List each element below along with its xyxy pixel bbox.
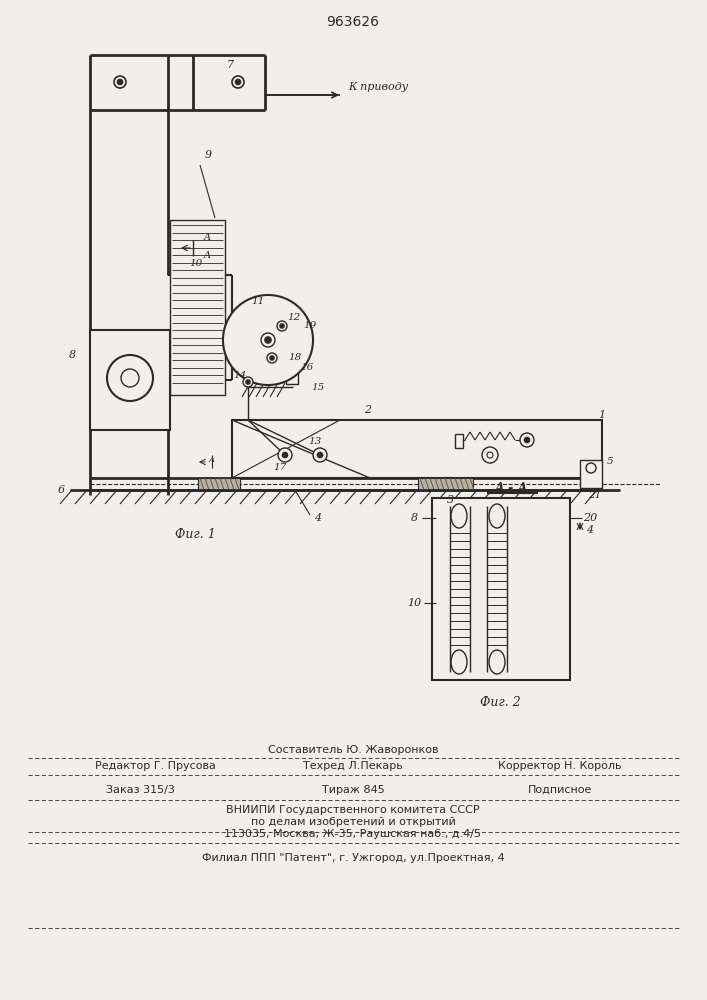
Text: Корректор Н. Король: Корректор Н. Король [498,761,621,771]
Circle shape [246,380,250,384]
Text: 1: 1 [598,410,606,420]
Circle shape [278,448,292,462]
Text: 8: 8 [69,350,76,360]
Text: A: A [204,250,211,259]
Bar [170,220,225,395]
Circle shape [235,80,240,85]
Text: 6: 6 [58,485,65,495]
Text: Редактор Г. Прусова: Редактор Г. Прусова [95,761,216,771]
Circle shape [525,438,530,442]
Text: A: A [204,233,211,242]
Circle shape [270,356,274,360]
Text: 11: 11 [252,298,264,306]
Circle shape [283,452,288,458]
Text: 12: 12 [287,314,300,322]
Text: Заказ 315/3: Заказ 315/3 [105,785,175,795]
Text: К приводу: К приводу [348,82,408,92]
Text: Составитель Ю. Жаворонков: Составитель Ю. Жаворонков [268,745,438,755]
Text: 8: 8 [411,513,418,523]
Circle shape [107,355,153,401]
Text: 20: 20 [583,513,597,523]
Bar [432,498,570,680]
Circle shape [586,463,596,473]
Circle shape [267,353,277,363]
Bar [198,478,240,490]
Bar [580,460,602,488]
Text: Фиг. 1: Фиг. 1 [175,528,216,542]
Text: Подписное: Подписное [528,785,592,795]
Text: 17: 17 [274,464,286,473]
Text: 3: 3 [446,495,454,505]
Circle shape [265,337,271,343]
Text: 19: 19 [303,322,317,330]
Circle shape [277,321,287,331]
Text: 5: 5 [607,458,613,466]
Circle shape [280,324,284,328]
Text: 16: 16 [300,363,314,372]
Text: 7: 7 [226,60,233,70]
Text: 963626: 963626 [327,15,380,29]
Text: Техред Л.Пекарь: Техред Л.Пекарь [303,761,403,771]
Ellipse shape [451,650,467,674]
Circle shape [232,76,244,88]
Text: A: A [209,456,215,464]
Text: A - A: A - A [495,482,529,494]
Text: Тираж 845: Тираж 845 [322,785,385,795]
Circle shape [117,80,122,85]
Text: 15: 15 [311,383,325,392]
Circle shape [223,295,313,385]
Text: 21: 21 [588,490,602,499]
Circle shape [317,452,322,458]
Text: 2: 2 [364,405,372,415]
Circle shape [487,452,493,458]
Text: ВНИИПИ Государственного комитета СССР: ВНИИПИ Государственного комитета СССР [226,805,480,815]
Text: 9: 9 [204,150,211,160]
Circle shape [261,333,275,347]
Bar [90,330,170,430]
Ellipse shape [451,504,467,528]
Bar [455,434,463,448]
Text: Филиал ППП "Патент", г. Ужгород, ул.Проектная, 4: Филиал ППП "Патент", г. Ужгород, ул.Прое… [201,853,504,863]
Text: 4: 4 [315,513,322,523]
Circle shape [520,433,534,447]
Circle shape [313,448,327,462]
Text: 13: 13 [308,438,322,446]
Ellipse shape [489,504,505,528]
Circle shape [114,76,126,88]
Text: 4: 4 [586,525,594,535]
Ellipse shape [489,650,505,674]
Bar [418,478,473,490]
Text: 10: 10 [189,258,203,267]
Text: 113035, Москва, Ж-35, Раушская наб., д.4/5: 113035, Москва, Ж-35, Раушская наб., д.4… [225,829,481,839]
Text: 14: 14 [233,370,247,379]
Text: Фиг. 2: Фиг. 2 [479,696,520,708]
Bar [286,362,298,384]
Bar [198,478,240,490]
Text: 10: 10 [407,598,421,608]
Circle shape [482,447,498,463]
Bar [232,420,602,478]
Text: по делам изобретений и открытий: по делам изобретений и открытий [250,817,455,827]
Text: 18: 18 [288,354,302,362]
Circle shape [243,377,253,387]
Circle shape [121,369,139,387]
